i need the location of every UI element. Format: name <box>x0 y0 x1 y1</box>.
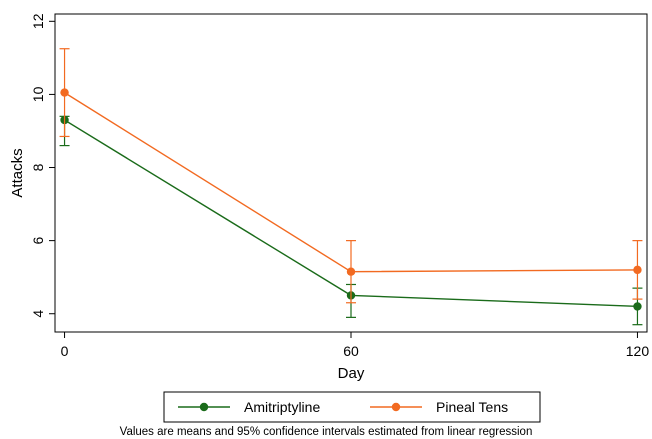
y-axis-label: Attacks <box>9 148 26 197</box>
x-tick-label: 0 <box>61 343 69 359</box>
data-point <box>60 88 69 97</box>
legend-items: Amitriptyline Pineal Tens <box>178 399 508 415</box>
legend: Amitriptyline Pineal Tens <box>163 391 541 423</box>
data-point <box>633 265 642 275</box>
y-tick-label: 4 <box>30 310 46 318</box>
x-axis-label: Day <box>338 365 365 382</box>
x-tick-label: 60 <box>343 343 359 359</box>
legend-marker-0 <box>199 402 209 412</box>
legend-label-1: Pineal Tens <box>436 399 508 415</box>
y-tick-label: 8 <box>30 163 46 171</box>
chart-note: Values are means and 95% confidence inte… <box>120 426 533 438</box>
y-tick-label: 12 <box>30 13 46 29</box>
data-point <box>346 267 356 276</box>
data-point <box>633 302 642 311</box>
x-tick-label: 120 <box>626 343 650 359</box>
legend-label-0: Amitriptyline <box>244 399 320 415</box>
y-tick-label: 10 <box>30 86 46 102</box>
legend-marker-1 <box>391 402 401 412</box>
y-tick-label: 6 <box>30 237 46 245</box>
